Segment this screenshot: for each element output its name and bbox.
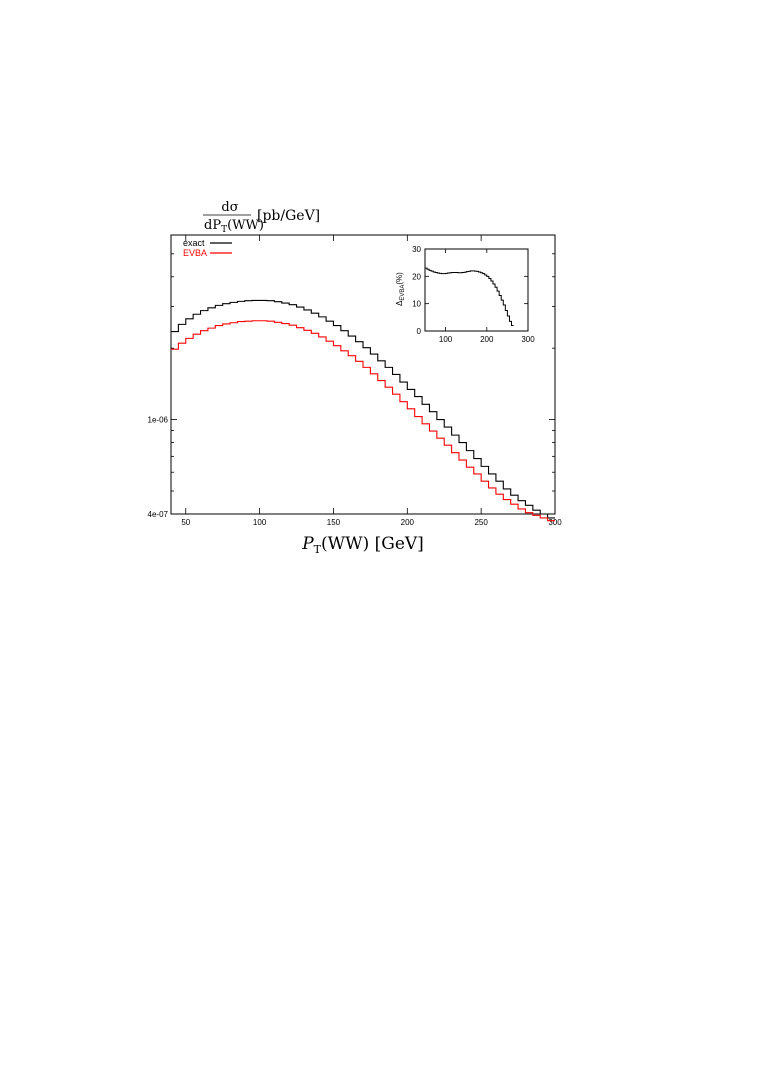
x-axis-ticks: 50 100 150 200 250 300 xyxy=(181,235,562,527)
series-group xyxy=(171,299,555,522)
y-tick-label: 1e-06 xyxy=(148,416,169,425)
inset-series-group xyxy=(425,267,514,327)
inset-series-line xyxy=(425,267,514,327)
plot-frame xyxy=(170,234,556,515)
x-tick-label: 50 xyxy=(181,518,190,527)
inset-x-tick-label: 100 xyxy=(439,335,453,344)
inset-x-axis-ticks: 100 200 300 xyxy=(439,249,535,344)
inset-y-tick-label: 20 xyxy=(412,272,421,281)
x-tick-label: 150 xyxy=(327,518,341,527)
series-line-evba xyxy=(171,320,555,522)
y-axis-ticks: 1e-06 4e-07 xyxy=(148,234,555,519)
inset-y-tick-label: 30 xyxy=(412,245,421,254)
inset-plot: 0 10 20 30 100 200 300 ΔEVBA(%) xyxy=(395,245,535,344)
inset-y-tick-label: 10 xyxy=(412,300,421,309)
y-axis-title-unit: [pb/GeV] xyxy=(257,208,320,224)
y-axis-title: dσ dPT(WW) [pb/GeV] xyxy=(203,200,320,235)
y-axis-title-numerator: dσ xyxy=(221,200,238,215)
inset-x-tick-label: 300 xyxy=(521,335,535,344)
inset-y-axis-title: ΔEVBA(%) xyxy=(395,272,406,306)
y-tick-label: 4e-07 xyxy=(148,510,169,519)
x-tick-label: 200 xyxy=(401,518,415,527)
inset-frame xyxy=(424,248,529,332)
y-axis-title-denominator: dPT(WW) xyxy=(204,218,264,235)
legend: exact EVBA xyxy=(183,238,232,258)
legend-label-evba: EVBA xyxy=(183,248,207,258)
x-tick-label: 100 xyxy=(253,518,267,527)
inset-x-tick-label: 200 xyxy=(480,335,494,344)
inset-y-tick-label: 0 xyxy=(417,327,422,336)
x-axis-title: PT(WW) [GeV] xyxy=(301,534,424,556)
legend-label-exact: exact xyxy=(183,238,205,248)
series-line-exact xyxy=(171,299,555,519)
x-tick-label: 250 xyxy=(474,518,488,527)
inset-y-axis-ticks: 0 10 20 30 xyxy=(412,245,528,336)
x-tick-label: 300 xyxy=(548,518,562,527)
